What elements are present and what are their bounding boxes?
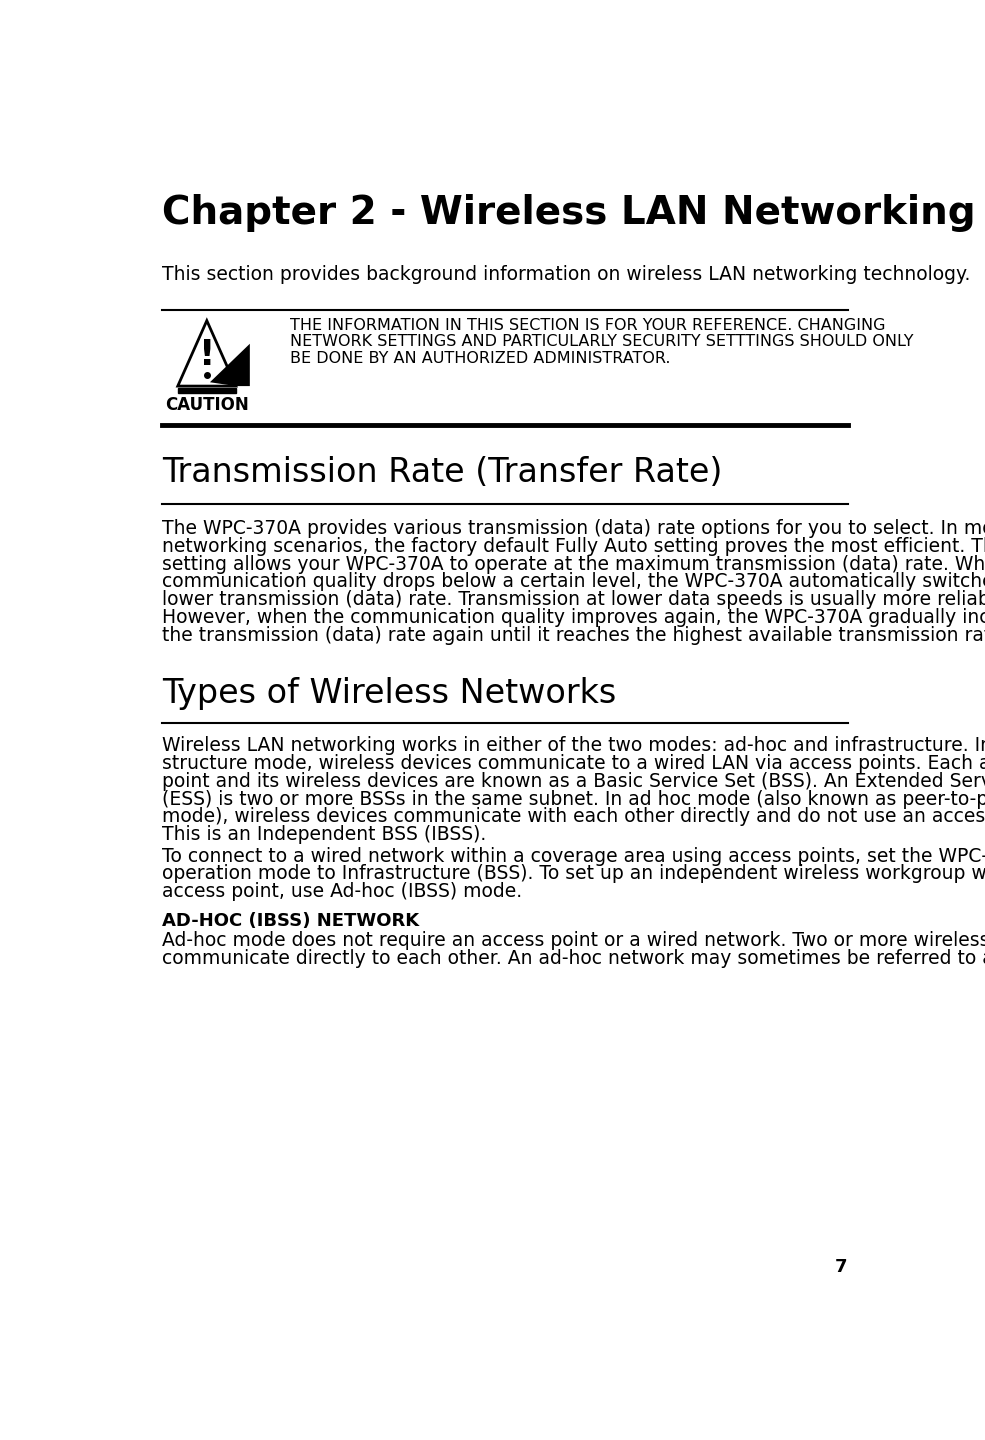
Text: communicate directly to each other. An ad-hoc network may sometimes be referred : communicate directly to each other. An a…: [162, 949, 985, 968]
Polygon shape: [210, 344, 250, 386]
Text: CAUTION: CAUTION: [164, 396, 248, 415]
Text: Chapter 2 - Wireless LAN Networking: Chapter 2 - Wireless LAN Networking: [162, 194, 975, 232]
Text: To connect to a wired network within a coverage area using access points, set th: To connect to a wired network within a c…: [162, 847, 985, 865]
Text: 7: 7: [835, 1259, 848, 1276]
Text: Transmission Rate (Transfer Rate): Transmission Rate (Transfer Rate): [162, 456, 722, 490]
Text: networking scenarios, the factory default Fully Auto setting proves the most eff: networking scenarios, the factory defaul…: [162, 537, 985, 556]
Text: This is an Independent BSS (IBSS).: This is an Independent BSS (IBSS).: [162, 825, 487, 844]
Text: lower transmission (data) rate. Transmission at lower data speeds is usually mor: lower transmission (data) rate. Transmis…: [162, 590, 985, 609]
Text: the transmission (data) rate again until it reaches the highest available transm: the transmission (data) rate again until…: [162, 625, 985, 645]
Text: NETWORK SETTINGS AND PARTICULARLY SECURITY SETTTINGS SHOULD ONLY: NETWORK SETTINGS AND PARTICULARLY SECURI…: [290, 334, 913, 350]
Text: BE DONE BY AN AUTHORIZED ADMINISTRATOR.: BE DONE BY AN AUTHORIZED ADMINISTRATOR.: [290, 351, 670, 366]
Text: structure mode, wireless devices communicate to a wired LAN via access points. E: structure mode, wireless devices communi…: [162, 755, 985, 773]
Text: point and its wireless devices are known as a Basic Service Set (BSS). An Extend: point and its wireless devices are known…: [162, 772, 985, 791]
Text: setting allows your WPC-370A to operate at the maximum transmission (data) rate.: setting allows your WPC-370A to operate …: [162, 554, 985, 573]
Text: Ad-hoc mode does not require an access point or a wired network. Two or more wir: Ad-hoc mode does not require an access p…: [162, 932, 985, 950]
Text: THE INFORMATION IN THIS SECTION IS FOR YOUR REFERENCE. CHANGING: THE INFORMATION IN THIS SECTION IS FOR Y…: [290, 318, 886, 333]
Text: This section provides background information on wireless LAN networking technolo: This section provides background informa…: [162, 265, 970, 284]
Text: Wireless LAN networking works in either of the two modes: ad-hoc and infrastruct: Wireless LAN networking works in either …: [162, 736, 985, 756]
Text: (ESS) is two or more BSSs in the same subnet. In ad hoc mode (also known as peer: (ESS) is two or more BSSs in the same su…: [162, 789, 985, 809]
Text: mode), wireless devices communicate with each other directly and do not use an a: mode), wireless devices communicate with…: [162, 808, 985, 827]
Text: operation mode to Infrastructure (BSS). To set up an independent wireless workgr: operation mode to Infrastructure (BSS). …: [162, 864, 985, 883]
Text: However, when the communication quality improves again, the WPC-370A gradually i: However, when the communication quality …: [162, 608, 985, 626]
Text: communication quality drops below a certain level, the WPC-370A automatically sw: communication quality drops below a cert…: [162, 573, 985, 592]
Text: Types of Wireless Networks: Types of Wireless Networks: [162, 677, 617, 710]
Bar: [177, 387, 235, 393]
Text: AD-HOC (IBSS) NETWORK: AD-HOC (IBSS) NETWORK: [162, 912, 419, 930]
Text: The WPC-370A provides various transmission (data) rate options for you to select: The WPC-370A provides various transmissi…: [162, 520, 985, 539]
Text: access point, use Ad-hoc (IBSS) mode.: access point, use Ad-hoc (IBSS) mode.: [162, 881, 522, 901]
Text: !: !: [199, 337, 215, 372]
